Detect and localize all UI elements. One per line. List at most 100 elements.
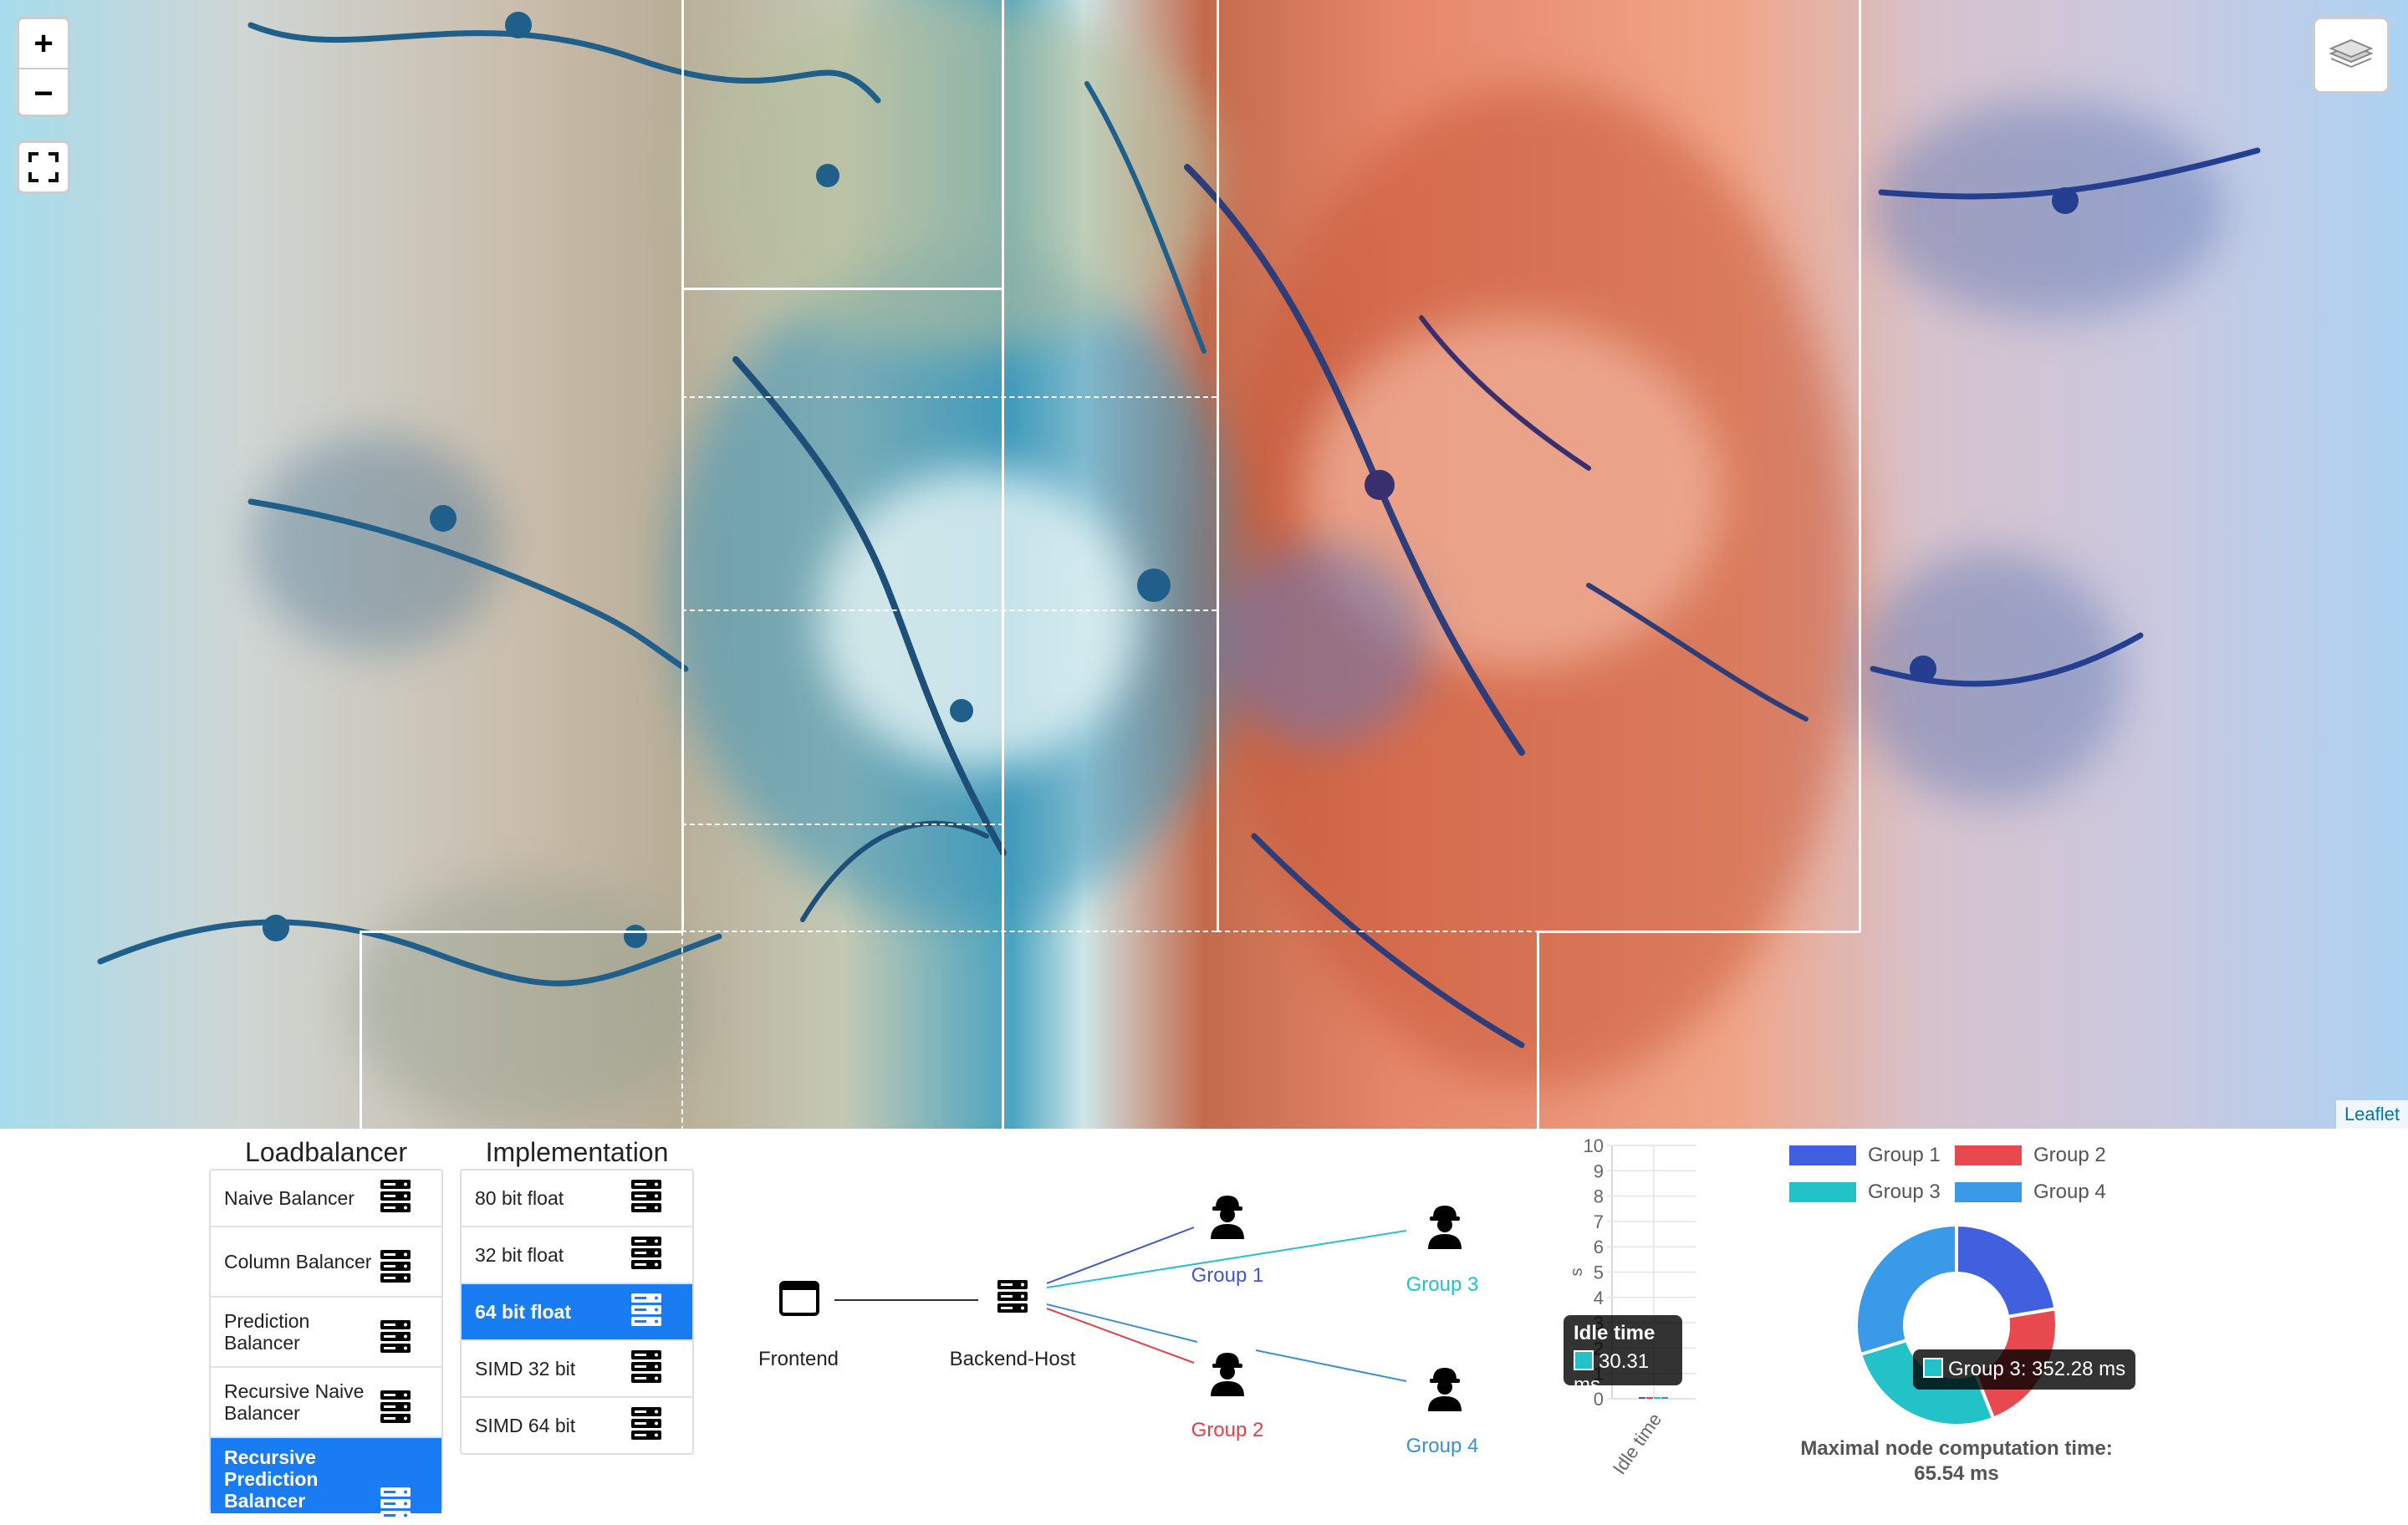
y-tick-label: 0 (1594, 1389, 1604, 1410)
group1-label: Group 1 (1191, 1264, 1264, 1287)
implementation-item-label: SIMD 32 bit (475, 1358, 576, 1380)
backend-server-icon (997, 1279, 1028, 1317)
group2-label: Group 2 (1191, 1419, 1264, 1441)
y-tick-label: 10 (1584, 1135, 1604, 1156)
tooltip-value: Group 3: 352.28 ms (1948, 1358, 2126, 1380)
link-group3 (1046, 1230, 1407, 1288)
y-tick-label: 7 (1594, 1211, 1604, 1232)
tile-border (360, 931, 362, 1129)
fractal-region-light (819, 468, 1137, 769)
server-icon (380, 1319, 411, 1358)
group4-label: Group 4 (1406, 1435, 1479, 1457)
loadbalancer-title: Loadbalancer (245, 1137, 407, 1167)
group3-label: Group 3 (1406, 1273, 1479, 1296)
server-icon (630, 1179, 662, 1217)
legend-item-group2[interactable]: Group 2 (1955, 1144, 2106, 1167)
x-tick-label: Idle time (1609, 1410, 1666, 1478)
layers-icon (2329, 38, 2374, 68)
donut-tooltip: Group 3: 352.28 ms (1913, 1349, 2136, 1390)
tooltip-swatch (1923, 1358, 1943, 1378)
bar-group-1 (1639, 1397, 1645, 1399)
tile-border (1002, 0, 1004, 1129)
y-tick-label: 4 (1594, 1288, 1604, 1308)
max-computation-value: 65.54 ms (1914, 1462, 1999, 1485)
server-icon (630, 1293, 662, 1331)
implementation-item-label: SIMD 64 bit (475, 1415, 576, 1436)
tile-border (1217, 931, 1859, 932)
attribution-link[interactable]: Leaflet (2335, 1100, 2408, 1129)
max-computation-time: Maximal node computation time: 65.54 ms (1789, 1436, 2124, 1487)
fractal-region-blue3 (251, 435, 502, 652)
server-icon (630, 1349, 662, 1388)
implementation-item-32bit[interactable]: 32 bit float (462, 1227, 692, 1284)
layers-button[interactable] (2313, 17, 2390, 94)
tile-border (681, 288, 1003, 290)
implementation-item-80bit[interactable]: 80 bit float (462, 1171, 692, 1227)
tile-border (681, 931, 683, 1129)
link-group1 (1046, 1227, 1195, 1284)
worker-icon (1207, 1192, 1247, 1243)
tooltip-swatch (1574, 1350, 1594, 1370)
implementation-item-simd32[interactable]: SIMD 32 bit (462, 1341, 692, 1398)
implementation-item-label: 80 bit float (475, 1187, 564, 1209)
tooltip-title: Idle time (1574, 1322, 1656, 1344)
zoom-out-button[interactable]: − (19, 68, 68, 118)
tile-border (681, 0, 684, 932)
donut-slice-group-1 (1955, 1222, 2058, 1319)
network-diagram (834, 1227, 1407, 1382)
server-icon (630, 1406, 662, 1445)
fractal-filaments (97, 12, 2261, 1048)
idle-time-chart: 109876543210sIdle time (1568, 1135, 1696, 1478)
implementation-item-label: 64 bit float (475, 1301, 572, 1323)
loadbalancer-item-recursive-prediction[interactable]: Recursive Prediction Balancer (211, 1438, 441, 1520)
worker-icon (1207, 1349, 1247, 1400)
legend-item-group3[interactable]: Group 3 (1789, 1181, 1941, 1204)
worker-icon (1425, 1364, 1465, 1415)
link-group4-b (1255, 1349, 1407, 1382)
fractal-region-grey (351, 878, 702, 1129)
zoom-in-button[interactable]: + (33, 24, 54, 62)
legend-label: Group 4 (2033, 1181, 2106, 1203)
link-group4-a (1046, 1303, 1198, 1343)
y-tick-label: 5 (1594, 1262, 1604, 1283)
donut-slice-group-4 (1854, 1222, 1958, 1357)
tile-border (681, 824, 1003, 825)
implementation-item-label: 32 bit float (475, 1244, 564, 1266)
tile-border (1859, 0, 1860, 932)
implementation-title: Implementation (485, 1137, 669, 1167)
y-tick-label: 8 (1594, 1186, 1604, 1207)
legend-label: Group 3 (1868, 1181, 1941, 1203)
legend-item-group4[interactable]: Group 4 (1955, 1181, 2106, 1204)
legend-label: Group 1 (1868, 1144, 1941, 1166)
legend-swatch (1955, 1145, 2022, 1165)
fractal-region-blue1 (1873, 100, 2224, 318)
loadbalancer-item-column[interactable]: Column Balancer (211, 1227, 441, 1298)
loadbalancer-item-label: Recursive Prediction Balancer (224, 1446, 319, 1512)
tile-border (1537, 931, 1539, 1129)
fractal-region-purple (1212, 543, 1430, 744)
loadbalancer-list: Naive Balancer Column Balancer Predictio… (209, 1169, 443, 1520)
tile-border (681, 609, 1217, 611)
loadbalancer-item-prediction[interactable]: Prediction Balancer (211, 1298, 441, 1368)
y-axis-label: s (1568, 1268, 1586, 1277)
loadbalancer-item-label: Column Balancer (224, 1251, 372, 1273)
computation-time-donut (1854, 1222, 2059, 1427)
frontend-label: Frontend (758, 1348, 839, 1370)
implementation-item-64bit[interactable]: 64 bit float (462, 1284, 692, 1341)
implementation-list: 80 bit float 32 bit float 64 bit float S… (460, 1169, 694, 1455)
fullscreen-button[interactable] (17, 140, 70, 194)
bar-group-2 (1646, 1397, 1653, 1399)
loadbalancer-item-recursive-naive[interactable]: Recursive Naive Balancer (211, 1368, 441, 1438)
max-computation-label: Maximal node computation time: (1800, 1437, 2113, 1460)
fractal-map[interactable]: + − Leaflet (0, 0, 2408, 1129)
implementation-item-simd64[interactable]: SIMD 64 bit (462, 1398, 692, 1453)
loadbalancer-item-label: Naive Balancer (224, 1187, 355, 1209)
loadbalancer-item-naive[interactable]: Naive Balancer (211, 1171, 441, 1227)
legend-swatch (1955, 1182, 2022, 1202)
y-tick-label: 6 (1594, 1237, 1604, 1257)
legend-swatch (1789, 1145, 1856, 1165)
worker-icon (1425, 1202, 1465, 1253)
zoom-control: + − (17, 17, 70, 117)
legend-item-group1[interactable]: Group 1 (1789, 1144, 1941, 1167)
legend-swatch (1789, 1182, 1856, 1202)
